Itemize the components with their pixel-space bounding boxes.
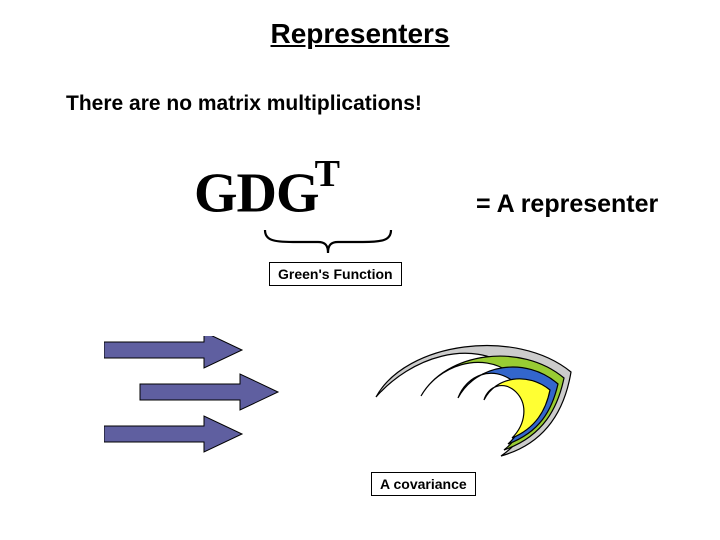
equals-representer-text: = A representer [476, 190, 658, 219]
covariance-label: A covariance [371, 472, 476, 496]
formula: GDGT [194, 158, 343, 226]
page-title: Representers [271, 18, 450, 50]
formula-base: GDG [194, 163, 319, 225]
arrows-icon [104, 336, 324, 456]
underbrace-icon [263, 228, 393, 256]
crescent-icon [366, 332, 576, 462]
formula-superscript: T [315, 153, 339, 195]
subtitle-text: There are no matrix multiplications! [66, 92, 422, 116]
greens-function-label: Green's Function [269, 262, 402, 286]
